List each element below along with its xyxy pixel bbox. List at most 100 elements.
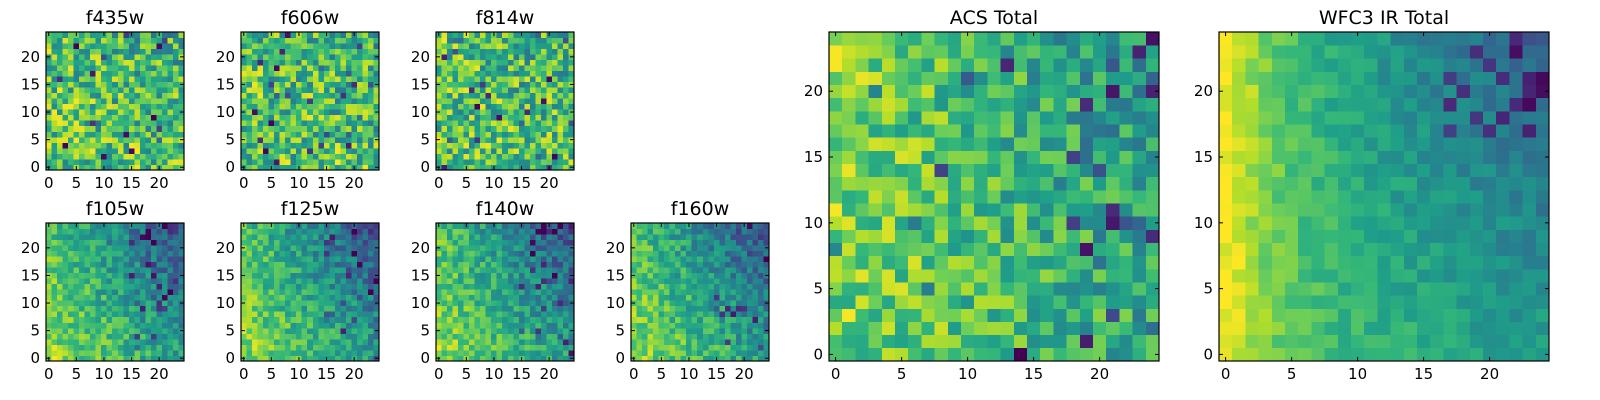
heatmap-cell [285, 76, 292, 83]
heatmap-cell [285, 305, 292, 312]
heatmap-cell [340, 245, 347, 251]
x-tick-label: 10 [94, 174, 113, 192]
heatmap-cell [458, 142, 464, 149]
heatmap-cell [139, 54, 146, 60]
heatmap-cell [502, 87, 509, 94]
heatmap-cell [524, 103, 531, 110]
heatmap-cell [452, 256, 459, 263]
heatmap-cell [669, 355, 676, 362]
x-tick-label: 10 [484, 365, 503, 383]
heatmap-cell [323, 322, 330, 329]
heatmap-cell [68, 147, 74, 154]
heatmap-cell [518, 136, 525, 143]
heatmap-cell [367, 294, 374, 301]
heatmap-cell [447, 267, 453, 274]
heatmap-cell [307, 43, 314, 49]
heatmap-cell [691, 223, 698, 229]
heatmap-cell [568, 65, 575, 72]
heatmap-cell [167, 349, 174, 356]
heatmap-cell [301, 109, 308, 116]
heatmap-cell [642, 294, 648, 301]
heatmap-cell [323, 261, 330, 268]
heatmap-cell [1079, 282, 1094, 296]
heatmap-cell [463, 114, 470, 121]
heatmap-cell [285, 131, 292, 138]
heatmap-cell [480, 333, 487, 340]
heatmap-cell [829, 229, 843, 243]
heatmap-cell [535, 147, 542, 154]
heatmap-cell [441, 87, 448, 94]
heatmap-cell [178, 294, 185, 301]
heatmap-cell [367, 245, 374, 251]
heatmap-cell [172, 223, 179, 229]
heatmap-cell [279, 278, 286, 285]
heatmap-cell [647, 300, 654, 307]
y-tick-label: 10 [411, 103, 430, 121]
heatmap-cell [647, 333, 654, 340]
heatmap-cell [868, 282, 883, 296]
heatmap-cell [842, 242, 856, 257]
heatmap-cell [568, 147, 575, 154]
heatmap-cell [1145, 189, 1160, 204]
heatmap-cell [675, 355, 682, 362]
heatmap-cell [1106, 189, 1120, 204]
heatmap-cell [340, 294, 347, 301]
heatmap-cell [46, 256, 52, 263]
heatmap-cell [112, 37, 119, 44]
heatmap-cell [496, 48, 503, 55]
heatmap-cell [895, 229, 909, 243]
heatmap-cell [312, 158, 319, 165]
heatmap-cell [686, 228, 693, 235]
heatmap-cell [73, 131, 80, 138]
heatmap-cell [301, 142, 308, 149]
heatmap-cell [252, 103, 258, 110]
heatmap-cell [134, 250, 141, 257]
heatmap-cell [1145, 216, 1160, 230]
heatmap-cell [329, 355, 336, 362]
heatmap-cell [491, 289, 498, 296]
heatmap-cell [117, 54, 124, 60]
heatmap-cell [73, 322, 80, 329]
heatmap-cell [1040, 282, 1054, 296]
heatmap-cell [167, 120, 174, 127]
heatmap-cell [161, 65, 168, 72]
heatmap-cell [895, 176, 909, 191]
heatmap-cell [752, 228, 759, 235]
heatmap-cell [735, 349, 742, 356]
heatmap-cell [95, 355, 102, 362]
heatmap-cell [312, 300, 319, 307]
heatmap-cell [518, 142, 525, 149]
heatmap-cell [502, 316, 509, 323]
heatmap-cell [123, 92, 130, 99]
heatmap-cell [1027, 229, 1041, 243]
heatmap-cell [274, 289, 281, 296]
heatmap-cell [84, 223, 91, 229]
heatmap-cell [496, 256, 503, 263]
heatmap-cell [1119, 282, 1133, 296]
heatmap-cell [252, 250, 258, 257]
heatmap-cell [724, 256, 731, 263]
heatmap-cell [551, 333, 558, 340]
heatmap-cell [156, 109, 163, 116]
heatmap-cell [1119, 347, 1133, 362]
heatmap-cell [95, 228, 102, 235]
heatmap-cell [458, 316, 464, 323]
heatmap-cell [323, 59, 330, 66]
heatmap-cell [268, 311, 275, 318]
heatmap-cell [1079, 347, 1094, 362]
heatmap-cell [257, 114, 264, 121]
heatmap-cell [241, 250, 247, 257]
heatmap-cell [551, 142, 558, 149]
heatmap-cell [502, 98, 509, 105]
heatmap-cell [452, 147, 459, 154]
heatmap-cell [257, 333, 264, 340]
heatmap-cell [279, 92, 286, 99]
heatmap-cell [664, 294, 671, 301]
heatmap-cell [318, 120, 325, 127]
heatmap-cell [263, 256, 269, 263]
heatmap-cell [279, 65, 286, 72]
heatmap-cell [974, 334, 988, 349]
heatmap-cell [697, 333, 704, 340]
heatmap-cell [367, 120, 374, 127]
heatmap-cell [117, 48, 124, 55]
